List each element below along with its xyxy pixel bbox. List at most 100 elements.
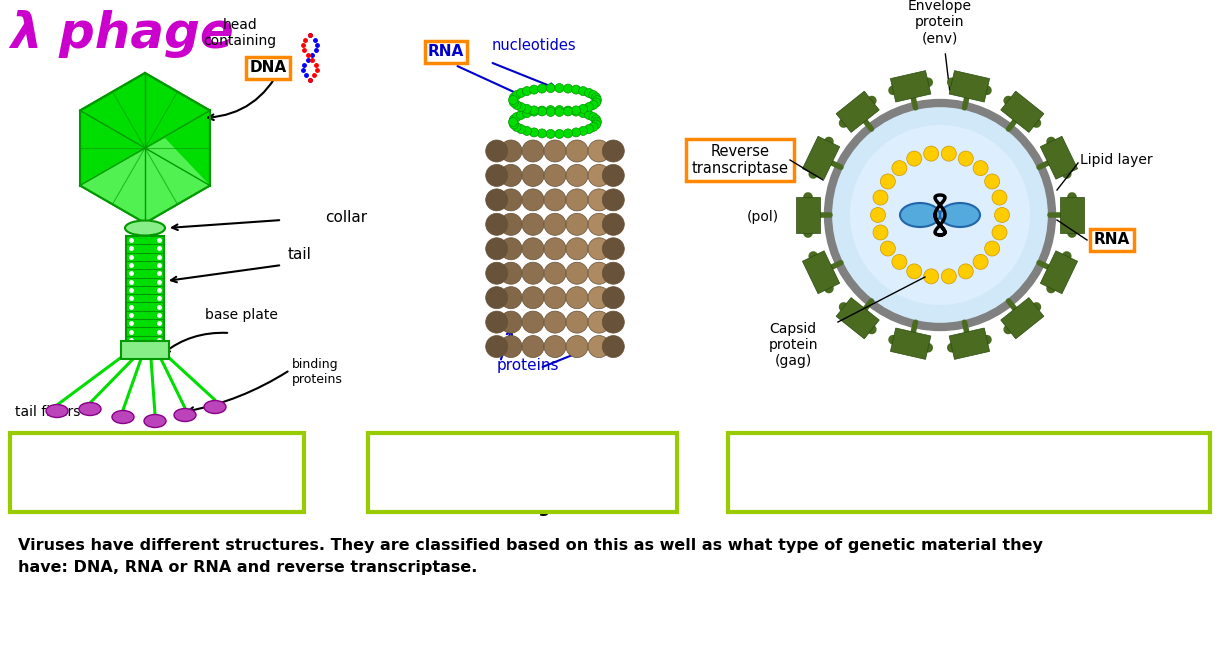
Circle shape [486, 213, 508, 235]
Circle shape [602, 238, 624, 260]
Text: nucleotides: nucleotides [492, 39, 576, 54]
Circle shape [871, 208, 885, 223]
Circle shape [545, 213, 567, 235]
Circle shape [880, 174, 895, 189]
Circle shape [512, 113, 521, 122]
Polygon shape [949, 70, 989, 102]
Circle shape [530, 106, 538, 115]
Circle shape [579, 108, 587, 117]
Circle shape [567, 311, 589, 333]
Circle shape [873, 190, 888, 205]
Circle shape [523, 86, 531, 95]
Circle shape [973, 161, 988, 175]
Circle shape [523, 126, 531, 135]
Circle shape [563, 129, 573, 138]
Circle shape [589, 311, 610, 333]
Ellipse shape [175, 408, 197, 421]
Circle shape [546, 108, 556, 117]
Circle shape [501, 238, 523, 260]
Circle shape [907, 264, 922, 279]
Polygon shape [1060, 197, 1084, 233]
Circle shape [592, 95, 602, 104]
Ellipse shape [46, 404, 68, 417]
Circle shape [563, 84, 573, 93]
Text: proteins: proteins [497, 358, 559, 373]
Text: λ phage: λ phage [10, 10, 233, 58]
Circle shape [516, 103, 525, 112]
Circle shape [523, 263, 545, 284]
Circle shape [589, 238, 610, 260]
Circle shape [567, 335, 589, 357]
Circle shape [554, 108, 564, 117]
Circle shape [509, 115, 519, 124]
Circle shape [873, 225, 888, 240]
Circle shape [523, 238, 545, 260]
Text: collar: collar [325, 210, 368, 224]
Circle shape [546, 130, 556, 139]
Polygon shape [802, 136, 840, 179]
Circle shape [545, 263, 567, 284]
Circle shape [563, 106, 573, 115]
Circle shape [589, 101, 598, 110]
Circle shape [602, 164, 624, 186]
Ellipse shape [144, 415, 166, 428]
Text: Reverse
transcriptase: Reverse transcriptase [691, 144, 789, 176]
Text: Lipid layer: Lipid layer [1081, 153, 1153, 167]
Circle shape [567, 286, 589, 309]
Circle shape [589, 213, 610, 235]
Circle shape [516, 124, 525, 134]
Circle shape [545, 311, 567, 333]
Circle shape [589, 90, 598, 99]
Circle shape [589, 335, 610, 357]
Polygon shape [949, 328, 989, 359]
Circle shape [501, 213, 523, 235]
Circle shape [486, 286, 508, 309]
Circle shape [523, 140, 545, 162]
Circle shape [523, 108, 531, 117]
Text: tail fibers: tail fibers [15, 405, 81, 419]
Circle shape [602, 263, 624, 284]
Polygon shape [81, 138, 210, 223]
Circle shape [523, 189, 545, 211]
Ellipse shape [112, 410, 134, 424]
Circle shape [567, 213, 589, 235]
Text: Tobacco mosaic virus (RNA)
such as Ebola infects
animals including humans: Tobacco mosaic virus (RNA) such as Ebola… [379, 445, 648, 516]
Circle shape [941, 146, 956, 161]
Text: Envelope
protein
(env): Envelope protein (env) [908, 0, 972, 45]
Polygon shape [1001, 91, 1044, 132]
Ellipse shape [125, 221, 165, 235]
Circle shape [585, 110, 593, 119]
Circle shape [523, 164, 545, 186]
Circle shape [516, 110, 525, 119]
Circle shape [508, 95, 518, 104]
Circle shape [589, 286, 610, 309]
Circle shape [907, 151, 922, 166]
Circle shape [523, 311, 545, 333]
Circle shape [991, 225, 1007, 240]
Circle shape [486, 238, 508, 260]
Text: binding
proteins: binding proteins [292, 358, 343, 386]
Circle shape [501, 189, 523, 211]
Circle shape [571, 107, 580, 116]
Polygon shape [836, 91, 879, 132]
Text: base plate: base plate [205, 308, 278, 322]
Circle shape [537, 107, 547, 116]
Polygon shape [796, 197, 821, 233]
Text: Viruses have different structures. They are classified based on this as well as : Viruses have different structures. They … [18, 538, 1043, 575]
Circle shape [585, 88, 593, 97]
Circle shape [589, 113, 598, 122]
Circle shape [486, 164, 508, 186]
Circle shape [486, 311, 508, 333]
Ellipse shape [900, 203, 940, 227]
Circle shape [554, 106, 564, 115]
Circle shape [602, 335, 624, 357]
Text: Capsid
protein
(gag): Capsid protein (gag) [768, 322, 818, 368]
Circle shape [984, 241, 1000, 256]
Circle shape [589, 189, 610, 211]
Polygon shape [1001, 297, 1044, 339]
Circle shape [567, 164, 589, 186]
Circle shape [923, 269, 939, 284]
Circle shape [546, 84, 556, 93]
Ellipse shape [204, 401, 226, 413]
Polygon shape [802, 251, 840, 293]
